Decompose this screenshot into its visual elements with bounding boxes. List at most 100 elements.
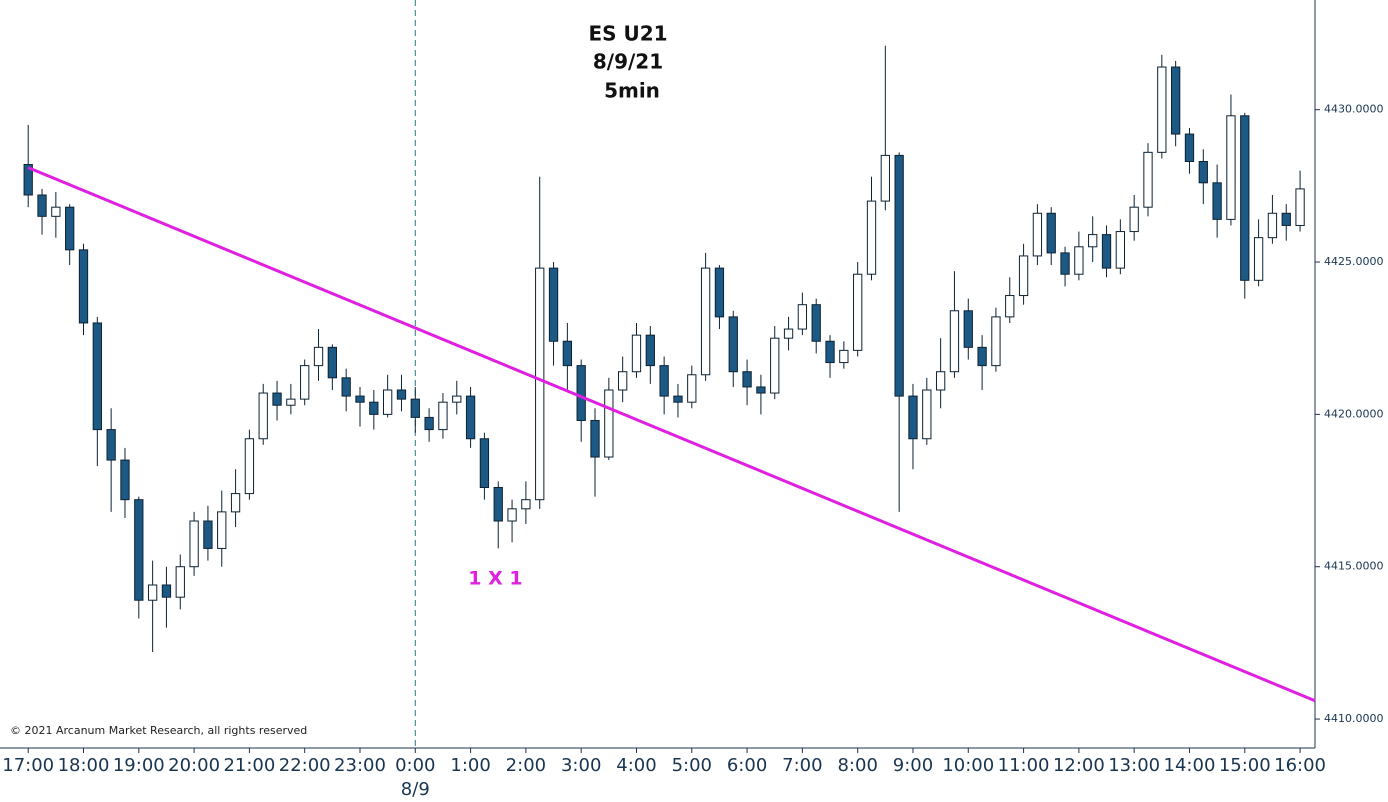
candle-body: [493, 486, 503, 522]
session-date-label: 8/9: [401, 779, 430, 798]
candle-body: [1101, 234, 1112, 269]
x-tick-label: 9:00: [893, 755, 933, 776]
candle-body: [673, 395, 683, 403]
candle-body: [452, 395, 462, 403]
candle-body: [1198, 160, 1208, 184]
x-tick-label: 14:00: [1164, 755, 1216, 776]
candle-body: [880, 154, 890, 202]
candle-body: [1267, 212, 1278, 239]
candle-body: [1060, 252, 1070, 275]
candle-body: [92, 322, 102, 431]
candle-body: [977, 346, 987, 367]
candle-body: [1157, 66, 1167, 153]
candle-body: [631, 334, 642, 373]
x-tick-label: 19:00: [113, 755, 165, 776]
candle-body: [1281, 212, 1291, 226]
candle-body: [147, 584, 158, 601]
x-tick-label: 18:00: [58, 755, 110, 776]
x-tick-label: 1:00: [450, 755, 490, 776]
candle-body: [175, 566, 185, 598]
x-tick-label: 21:00: [223, 755, 275, 776]
chart-title: ES U21: [588, 22, 667, 46]
candle-body: [839, 349, 849, 364]
y-tick-label: 4430.0000: [1324, 103, 1384, 116]
x-tick-label: 8:00: [837, 755, 877, 776]
candle-body: [244, 438, 255, 495]
candle-body: [618, 371, 628, 391]
candle-body: [438, 401, 448, 431]
candle-body: [300, 365, 310, 400]
candle-body: [1074, 246, 1084, 275]
candle-body: [479, 438, 490, 488]
candle-body: [894, 154, 904, 397]
candle-body: [700, 267, 711, 376]
x-tick-label: 13:00: [1108, 755, 1160, 776]
candle-body: [410, 398, 420, 418]
trendline: [27, 166, 1316, 703]
x-tick-label: 23:00: [334, 755, 386, 776]
candle-body: [1143, 151, 1153, 208]
candle-body: [604, 389, 614, 458]
candle-body: [728, 316, 738, 373]
candle-body: [1226, 115, 1236, 220]
candle-body: [258, 392, 268, 440]
x-tick-label: 5:00: [672, 755, 712, 776]
candle-body: [382, 389, 393, 415]
candle-body: [811, 304, 821, 342]
x-tick-label: 20:00: [168, 755, 220, 776]
x-tick-label: 6:00: [727, 755, 767, 776]
candle-body: [37, 194, 47, 217]
candle-body: [756, 386, 766, 394]
candle-body: [991, 316, 1001, 367]
y-tick-label: 4410.0000: [1324, 712, 1384, 725]
candle-body: [949, 310, 960, 373]
candle-body: [742, 371, 752, 388]
candle-body: [313, 346, 324, 367]
candle-body: [866, 200, 877, 275]
candle-body: [1032, 212, 1043, 257]
candle-body: [1184, 133, 1195, 162]
candle-body: [106, 429, 116, 461]
candle-body: [51, 206, 61, 217]
copyright: © 2021 Arcanum Market Research, all righ…: [10, 724, 307, 737]
y-tick-label: 4415.0000: [1324, 560, 1384, 573]
candle-body: [853, 273, 863, 351]
x-tick-label: 11:00: [998, 755, 1050, 776]
x-tick-label: 12:00: [1053, 755, 1105, 776]
candle-body: [1171, 66, 1181, 135]
candle-body: [1129, 206, 1139, 233]
x-tick-label: 15:00: [1219, 755, 1271, 776]
y-tick-label: 4420.0000: [1324, 407, 1384, 420]
candle-body: [1212, 182, 1222, 220]
candle-body: [1253, 237, 1264, 281]
candle-body: [535, 267, 545, 501]
candle-body: [1240, 115, 1250, 281]
x-tick-label: 16:00: [1274, 755, 1326, 776]
x-tick-label: 0:00: [395, 755, 435, 776]
candle-body: [576, 365, 586, 421]
candle-body: [203, 520, 213, 549]
candle-body: [714, 267, 725, 318]
x-tick-label: 3:00: [561, 755, 601, 776]
candle-body: [825, 340, 835, 364]
candle-body: [922, 389, 932, 440]
candle-body: [1018, 255, 1029, 297]
candle-body: [1115, 231, 1125, 269]
candle-body: [562, 340, 573, 367]
candle-body: [963, 310, 973, 348]
candle-body: [189, 520, 199, 568]
x-tick-label: 4:00: [616, 755, 656, 776]
candle-body: [327, 346, 337, 379]
candle-body: [1088, 234, 1098, 248]
candle-body: [770, 337, 780, 394]
candle-body: [424, 416, 434, 431]
candle-body: [341, 377, 351, 397]
candle-body: [1046, 212, 1056, 254]
candle-body: [230, 493, 241, 513]
candle-body: [286, 398, 296, 406]
candle-body: [935, 371, 946, 391]
x-tick-label: 2:00: [506, 755, 546, 776]
candle-body: [396, 389, 407, 400]
candle-body: [465, 395, 476, 440]
